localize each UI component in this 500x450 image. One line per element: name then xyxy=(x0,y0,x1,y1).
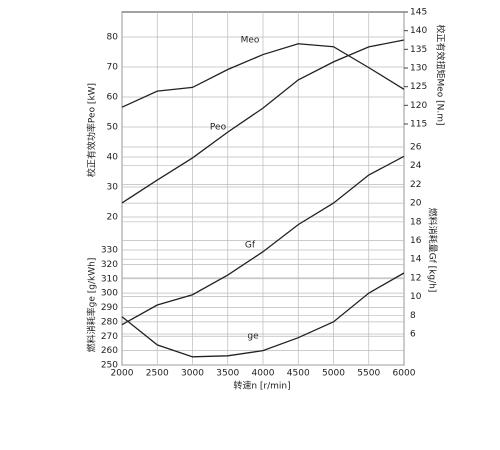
y4-tick-label: 14 xyxy=(410,255,422,265)
y2-tick-label: 135 xyxy=(410,45,427,55)
x-tick-label: 3500 xyxy=(216,369,239,379)
x-tick-label: 4500 xyxy=(287,369,310,379)
y2-tick-label: 125 xyxy=(410,82,427,92)
curve xyxy=(121,43,405,108)
x-tick-label: 6000 xyxy=(393,369,416,379)
series-label: Gf xyxy=(245,241,256,251)
x-tick-label: 2000 xyxy=(111,369,134,379)
y-axis-title: 校正有效功率Peo [kW] xyxy=(86,83,98,177)
curve xyxy=(121,272,405,358)
y3-tick-label: 260 xyxy=(101,346,118,356)
y3-tick-label: 290 xyxy=(101,303,118,313)
series-label: Meo xyxy=(241,36,260,46)
y3-tick-label: 280 xyxy=(101,317,118,327)
y4-tick-label: 20 xyxy=(410,199,422,209)
y2-tick-label: 120 xyxy=(410,101,427,111)
y-tick-label: 40 xyxy=(107,153,119,163)
y-tick-label: 70 xyxy=(107,63,119,73)
y3-axis-title: 燃料消耗率ge [g/kWh] xyxy=(86,258,98,353)
x-tick-label: 5000 xyxy=(322,369,345,379)
series-label: Peo xyxy=(210,123,227,133)
y2-tick-label: 130 xyxy=(410,64,427,74)
y-tick-label: 50 xyxy=(107,123,119,133)
curve xyxy=(121,155,405,326)
y4-tick-label: 8 xyxy=(410,311,416,321)
curve xyxy=(121,39,405,204)
x-tick-label: 2500 xyxy=(146,369,169,379)
y4-tick-label: 10 xyxy=(410,292,422,302)
y2-axis-title: 校正有效扭矩Meo [N.m] xyxy=(435,24,447,125)
y2-tick-label: 140 xyxy=(410,26,427,36)
y-tick-label: 80 xyxy=(107,33,119,43)
y4-tick-label: 24 xyxy=(410,161,422,171)
y4-tick-label: 16 xyxy=(410,236,422,246)
y4-tick-label: 18 xyxy=(410,217,422,227)
y3-tick-label: 270 xyxy=(101,332,118,342)
y3-tick-label: 320 xyxy=(101,260,118,270)
y3-tick-label: 300 xyxy=(101,289,118,299)
series-label: ge xyxy=(247,332,259,342)
x-tick-label: 4000 xyxy=(252,369,275,379)
y4-tick-label: 26 xyxy=(410,143,422,153)
y4-tick-label: 6 xyxy=(410,330,416,340)
y4-tick-label: 22 xyxy=(410,180,421,190)
y2-tick-label: 115 xyxy=(410,120,427,130)
y4-axis-title: 燃料消耗量Gf [kg/h] xyxy=(427,208,439,293)
y4-tick-label: 12 xyxy=(410,273,421,283)
y-tick-label: 30 xyxy=(107,183,119,193)
y3-tick-label: 330 xyxy=(101,246,118,256)
x-tick-label: 3000 xyxy=(181,369,204,379)
y2-tick-label: 145 xyxy=(410,8,427,18)
y3-tick-label: 310 xyxy=(101,274,118,284)
x-tick-label: 5500 xyxy=(357,369,380,379)
y-tick-label: 60 xyxy=(107,93,119,103)
y3-tick-label: 250 xyxy=(101,361,118,371)
y-tick-label: 20 xyxy=(107,213,119,223)
x-axis-title: 转速n [r/min] xyxy=(233,380,290,392)
